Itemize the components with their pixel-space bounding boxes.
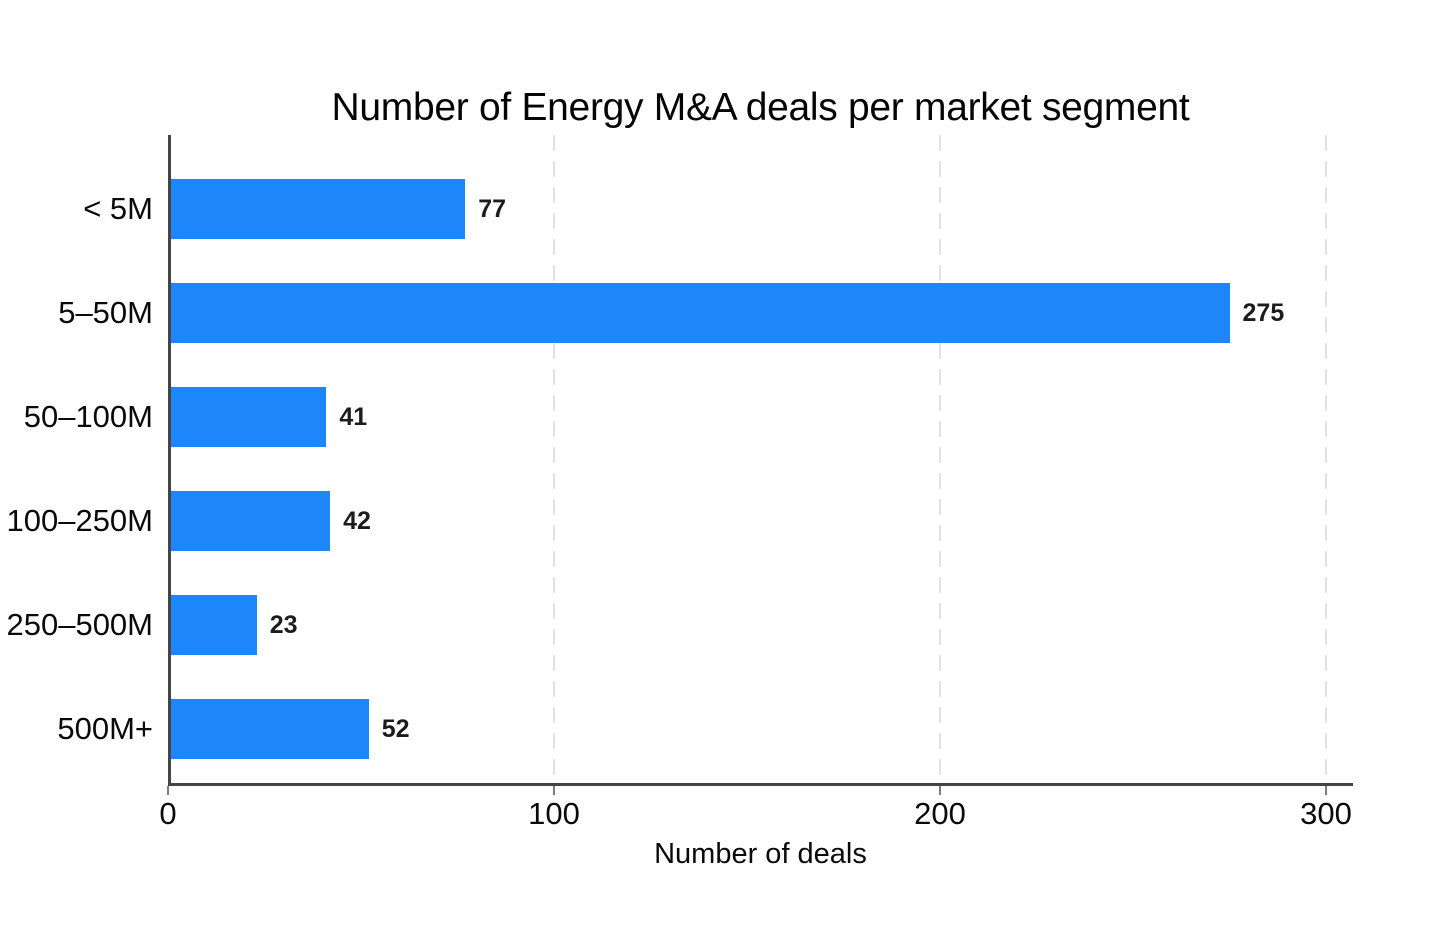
value-label: 77	[478, 194, 506, 223]
x-axis-line	[168, 783, 1353, 786]
chart-title: Number of Energy M&A deals per market se…	[331, 86, 1190, 129]
bar-rows: < 5M 77 5–50M 275 50–100M 41 100–250M 42…	[6, 157, 1353, 781]
value-label: 52	[381, 714, 410, 743]
bar	[168, 595, 257, 655]
gridline	[939, 135, 942, 783]
category-label: < 5M	[83, 191, 153, 226]
x-tick	[167, 786, 169, 795]
category-label: 500M+	[57, 711, 153, 746]
x-tick	[552, 786, 555, 795]
category-label: 5–50M	[58, 295, 153, 330]
chart-row: 500M+ 52	[57, 677, 1353, 781]
gridline	[552, 135, 555, 783]
x-tick	[1324, 786, 1327, 795]
category-label: 100–250M	[6, 503, 153, 538]
chart-row: 250–500M 23	[6, 573, 1353, 677]
value-label: 275	[1242, 298, 1285, 327]
x-tick-label: 200	[914, 796, 966, 831]
value-label: 23	[269, 610, 298, 639]
chart-row: < 5M 77	[83, 157, 1353, 261]
bar	[168, 283, 1230, 343]
value-label: 41	[339, 402, 368, 431]
x-tick-label: 0	[159, 796, 177, 831]
bar	[168, 179, 466, 239]
chart-row: 50–100M 41	[24, 365, 1353, 469]
bar	[168, 491, 331, 551]
x-tick-label: 100	[528, 796, 580, 831]
chart-row: 100–250M 42	[6, 469, 1353, 573]
category-label: 50–100M	[23, 399, 153, 434]
bar	[168, 387, 327, 447]
x-axis-zone: 0 100 200 300	[159, 783, 1353, 843]
value-label: 42	[343, 506, 371, 535]
x-tick	[939, 786, 942, 795]
x-axis-title: Number of deals	[654, 838, 867, 870]
x-tick-label: 300	[1300, 796, 1352, 831]
y-axis-line	[168, 135, 171, 785]
category-label: 250–500M	[6, 607, 153, 642]
chart-row: 5–50M 275	[58, 261, 1353, 365]
gridline	[1324, 135, 1327, 783]
bar	[168, 699, 369, 759]
plot-area: < 5M 77 5–50M 275 50–100M 41 100–250M 42…	[6, 135, 1353, 785]
